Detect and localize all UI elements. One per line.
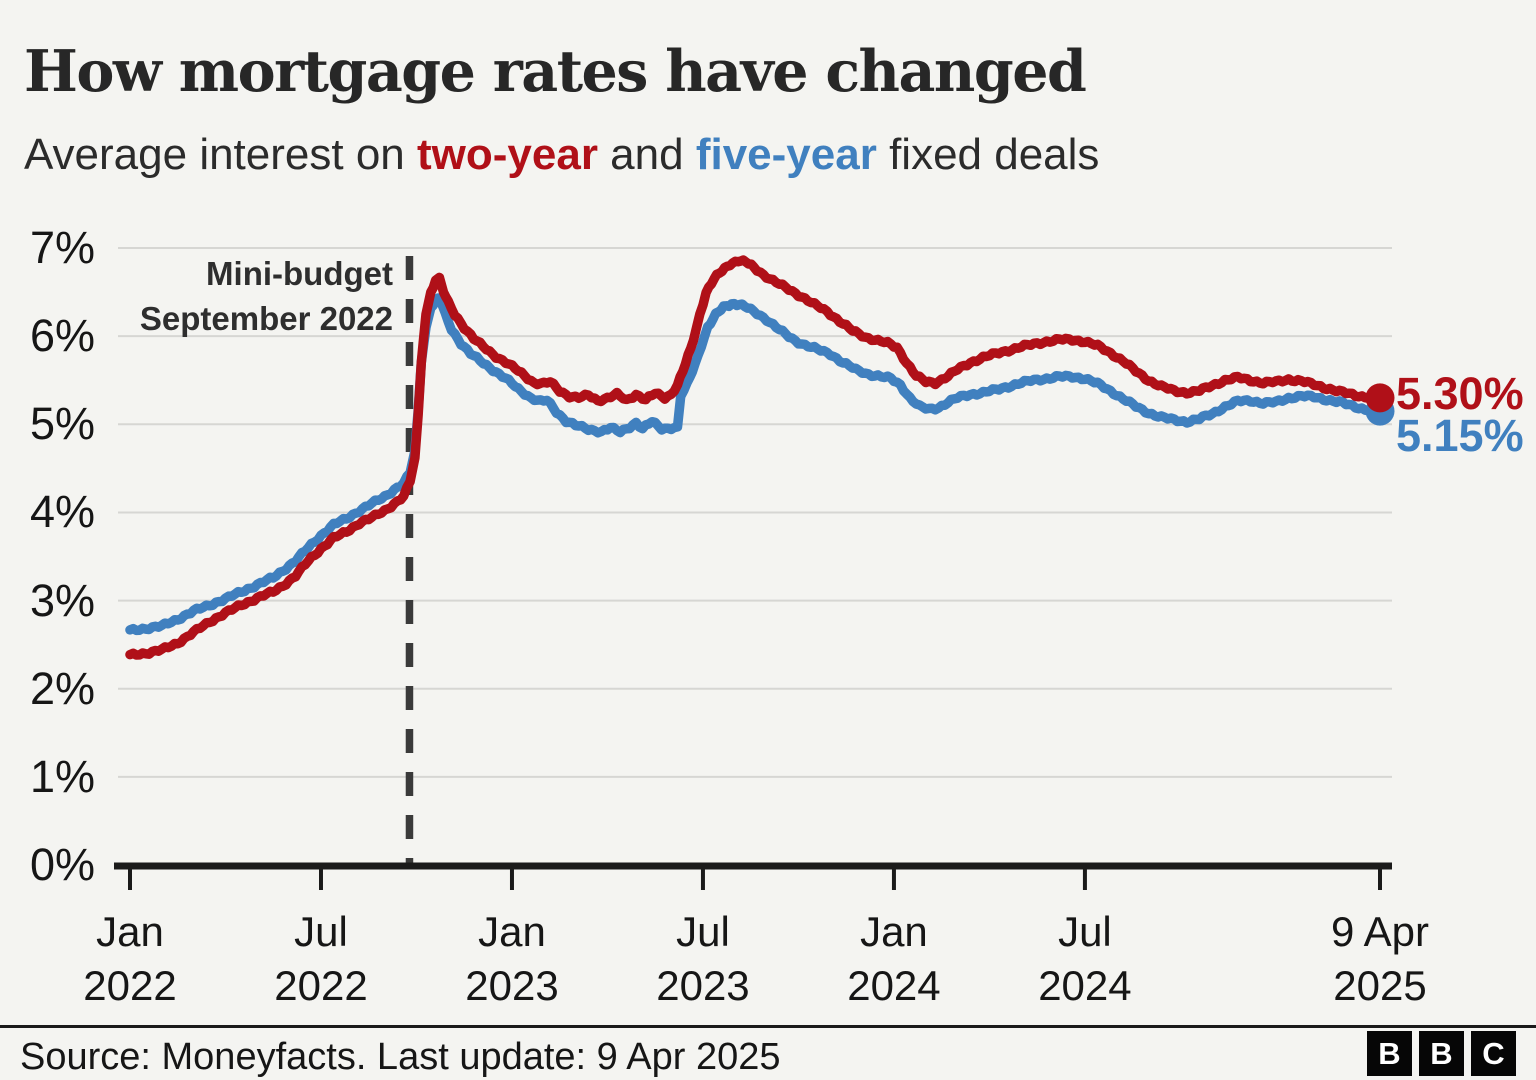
x-tick-line: Jan: [96, 908, 164, 955]
two-year-end-dot: [1365, 383, 1395, 413]
page-title: How mortgage rates have changed: [24, 38, 1087, 105]
x-tick-line: 2022: [83, 961, 177, 1009]
x-tick-line: 2023: [656, 961, 750, 1009]
x-tick-line: 2024: [847, 961, 941, 1009]
x-tick-line: 2024: [1038, 961, 1132, 1009]
x-tick-label-Jan-2023: Jan 2023: [422, 905, 602, 1013]
x-tick-label-Jul-2022: Jul 2022: [231, 905, 411, 1013]
x-tick-line: Jan: [478, 908, 546, 955]
subtitle-two-year-label: two-year: [417, 130, 598, 179]
x-tick-label-Jan-2022: Jan 2022: [40, 905, 220, 1013]
bbc-logo-block-2: B: [1419, 1031, 1464, 1076]
subtitle-and: and: [597, 130, 696, 179]
chart-subtitle: Average interest on two-year and five-ye…: [24, 130, 1099, 180]
source-text: Source: Moneyfacts. Last update: 9 Apr 2…: [20, 1036, 781, 1078]
footer-divider: [0, 1025, 1536, 1028]
subtitle-prefix: Average interest on: [24, 130, 417, 179]
x-tick-line: Jul: [676, 908, 730, 955]
y-tick-label-3%: 3%: [29, 574, 95, 626]
x-tick-line: 2023: [465, 961, 559, 1009]
bbc-logo: B B C: [1367, 1031, 1516, 1076]
x-tick-label-Jan-2024: Jan 2024: [804, 905, 984, 1013]
x-tick-line: Jul: [294, 908, 348, 955]
y-tick-label-4%: 4%: [29, 486, 95, 538]
five-year-end-value-label: 5.15%: [1396, 410, 1524, 461]
subtitle-suffix: fixed deals: [876, 130, 1100, 179]
y-tick-label-2%: 2%: [29, 662, 95, 714]
bbc-logo-block-3: C: [1471, 1031, 1516, 1076]
two-year-line: [125, 255, 1385, 660]
y-tick-label-7%: 7%: [29, 222, 95, 274]
x-tick-line: 2025: [1333, 961, 1427, 1009]
x-tick-line: 2022: [274, 961, 368, 1009]
y-tick-label-6%: 6%: [29, 310, 95, 362]
x-tick-line: 9 Apr: [1330, 908, 1430, 955]
subtitle-five-year-label: five-year: [695, 130, 877, 179]
x-tick-label-9 Apr-2025: 9 Apr 2025: [1290, 905, 1470, 1013]
y-tick-label-0%: 0%: [29, 839, 95, 890]
x-tick-line: Jan: [860, 908, 928, 955]
x-tick-label-Jul-2024: Jul 2024: [995, 905, 1175, 1013]
x-tick-line: Jul: [1058, 908, 1112, 955]
annotation-line-1: Mini-budget: [206, 255, 393, 292]
bbc-logo-block-1: B: [1367, 1031, 1412, 1076]
y-tick-label-1%: 1%: [29, 750, 95, 802]
five-year-line: [125, 293, 1385, 636]
x-tick-label-Jul-2023: Jul 2023: [613, 905, 793, 1013]
y-tick-label-5%: 5%: [29, 398, 95, 450]
annotation-line-2: September 2022: [139, 299, 393, 337]
mini-budget-annotation: Mini-budget September 2022: [140, 252, 393, 341]
two-year-end-value-label: 5.30%: [1396, 368, 1524, 419]
